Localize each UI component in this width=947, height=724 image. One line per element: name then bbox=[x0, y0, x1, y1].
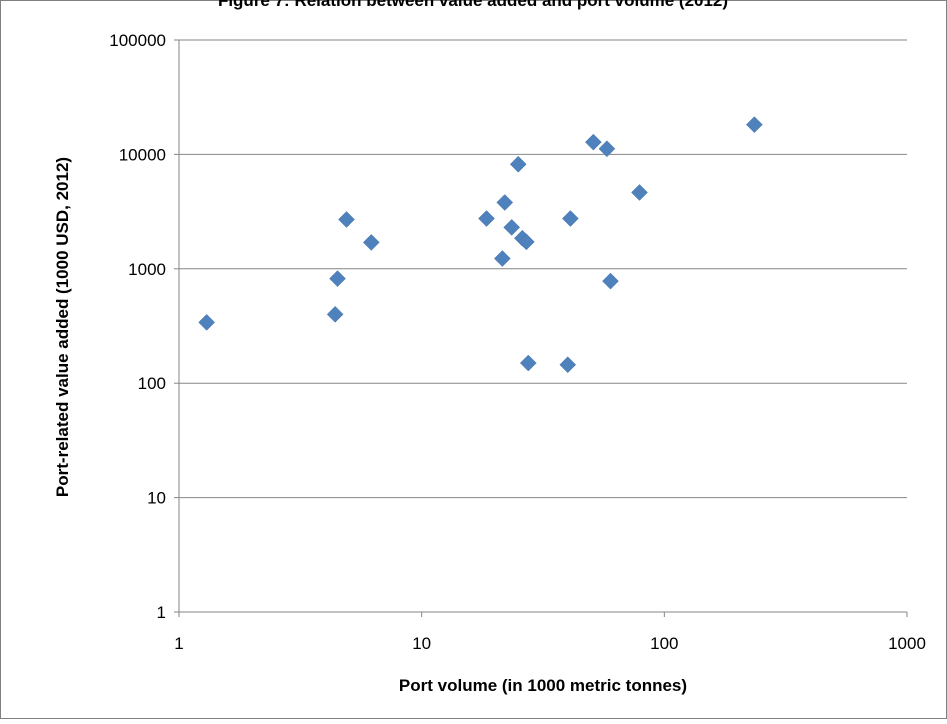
x-tick-label: 10 bbox=[412, 634, 431, 653]
gridlines bbox=[179, 39, 907, 499]
data-point bbox=[559, 356, 577, 374]
data-point bbox=[585, 133, 602, 151]
y-tick-label: 1000 bbox=[128, 260, 166, 279]
data-point bbox=[326, 305, 344, 323]
y-tick-label: 10000 bbox=[119, 145, 166, 164]
y-axis-label: Port-related value added (1000 USD, 2012… bbox=[53, 157, 72, 497]
data-point bbox=[198, 314, 216, 331]
data-point bbox=[519, 354, 537, 372]
y-tick-label: 100000 bbox=[109, 31, 166, 50]
y-tick-label: 1 bbox=[157, 603, 166, 622]
data-point bbox=[746, 116, 763, 134]
data-point bbox=[631, 184, 648, 201]
data-point bbox=[602, 272, 619, 290]
axes bbox=[174, 39, 908, 617]
data-point bbox=[362, 234, 380, 251]
x-tick-label: 1 bbox=[174, 634, 183, 653]
data-point bbox=[503, 219, 521, 236]
x-axis-label: Port volume (in 1000 metric tonnes) bbox=[399, 676, 687, 695]
data-point bbox=[517, 233, 535, 251]
tick-labels: 1 10 100 1000 10000 100000 1 10 100 1000 bbox=[109, 31, 926, 653]
data-point bbox=[329, 270, 346, 288]
y-tick-label: 100 bbox=[138, 374, 166, 393]
data-point bbox=[562, 210, 579, 227]
data-point bbox=[598, 140, 616, 158]
data-point bbox=[478, 210, 495, 227]
data-point bbox=[493, 250, 511, 267]
data-point bbox=[496, 194, 514, 211]
data-points bbox=[198, 116, 763, 374]
x-tick-label: 1000 bbox=[888, 634, 926, 653]
data-point bbox=[509, 155, 527, 173]
x-tick-label: 100 bbox=[650, 634, 678, 653]
y-tick-label: 10 bbox=[147, 489, 166, 508]
data-point bbox=[338, 211, 355, 228]
chart-title: Figure 7: Relation between value added a… bbox=[218, 0, 728, 10]
